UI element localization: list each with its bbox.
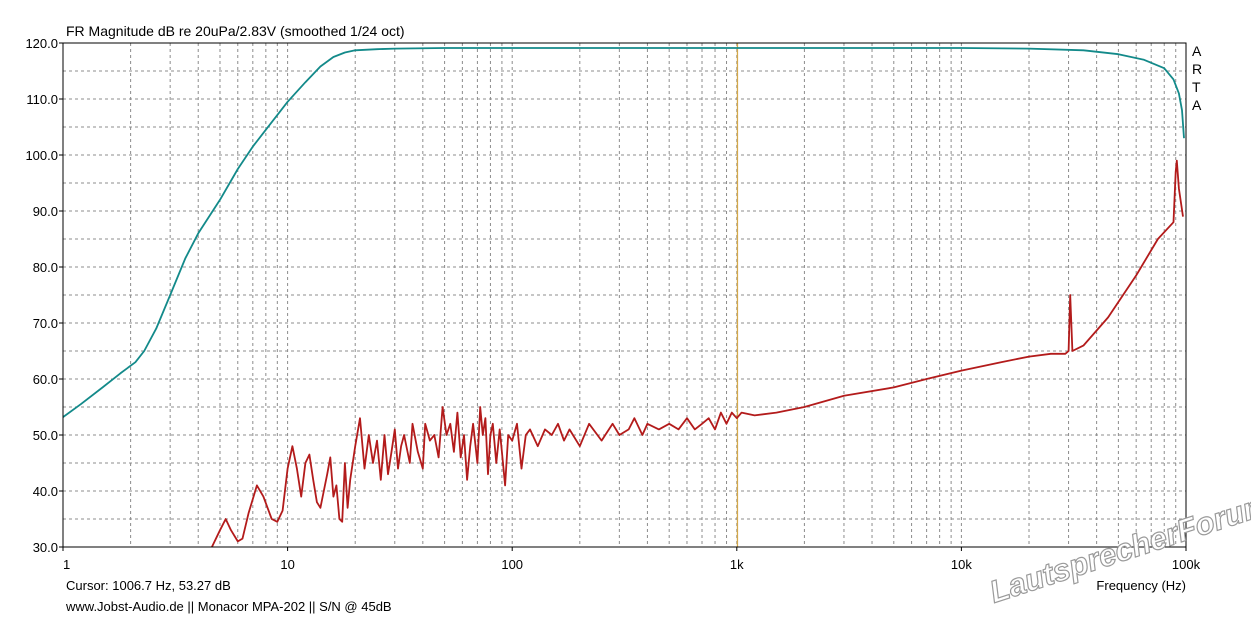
source-info: www.Jobst-Audio.de || Monacor MPA-202 ||… [65, 599, 392, 614]
x-tick-label: 10 [280, 557, 294, 572]
arta-brand: A R T A [1192, 43, 1202, 113]
arta-letter-4: A [1192, 97, 1202, 113]
arta-letter-1: A [1192, 43, 1202, 59]
x-tick-label: 1 [63, 557, 70, 572]
y-tick-label: 50.0 [33, 428, 58, 443]
x-tick-label: 1k [730, 557, 744, 572]
series-line-2 [211, 159, 1184, 548]
x-axis-label: Frequency (Hz) [1096, 578, 1186, 593]
x-tick-label: 10k [951, 557, 972, 572]
y-axis-ticks: 30.0 40.0 50.0 60.0 70.0 80.0 90.0 100.0 110.0 12… [25, 36, 63, 555]
cursor-readout: Cursor: 1006.7 Hz, 53.27 dB [66, 578, 231, 593]
plot-frame [62, 42, 1187, 548]
y-tick-label: 90.0 [33, 204, 58, 219]
y-tick-label: 100.0 [25, 148, 58, 163]
grid-lines [63, 43, 1186, 547]
series-line-1 [62, 47, 1185, 418]
arta-letter-2: R [1192, 61, 1202, 77]
chart-title: FR Magnitude dB re 20uPa/2.83V (smoothed… [66, 23, 405, 39]
y-tick-label: 30.0 [33, 540, 58, 555]
y-tick-label: 110.0 [26, 92, 58, 107]
series-lines [62, 47, 1185, 548]
y-tick-label: 80.0 [33, 260, 58, 275]
arta-letter-3: T [1192, 79, 1201, 95]
y-tick-label: 60.0 [33, 372, 58, 387]
x-axis-ticks: 1 10 100 1k 10k 100k [62, 547, 1201, 572]
x-tick-label: 100 [501, 557, 523, 572]
y-tick-label: 70.0 [33, 316, 58, 331]
x-tick-label: 100k [1172, 557, 1201, 572]
y-tick-label: 120.0 [25, 36, 58, 51]
y-tick-label: 40.0 [33, 484, 58, 499]
